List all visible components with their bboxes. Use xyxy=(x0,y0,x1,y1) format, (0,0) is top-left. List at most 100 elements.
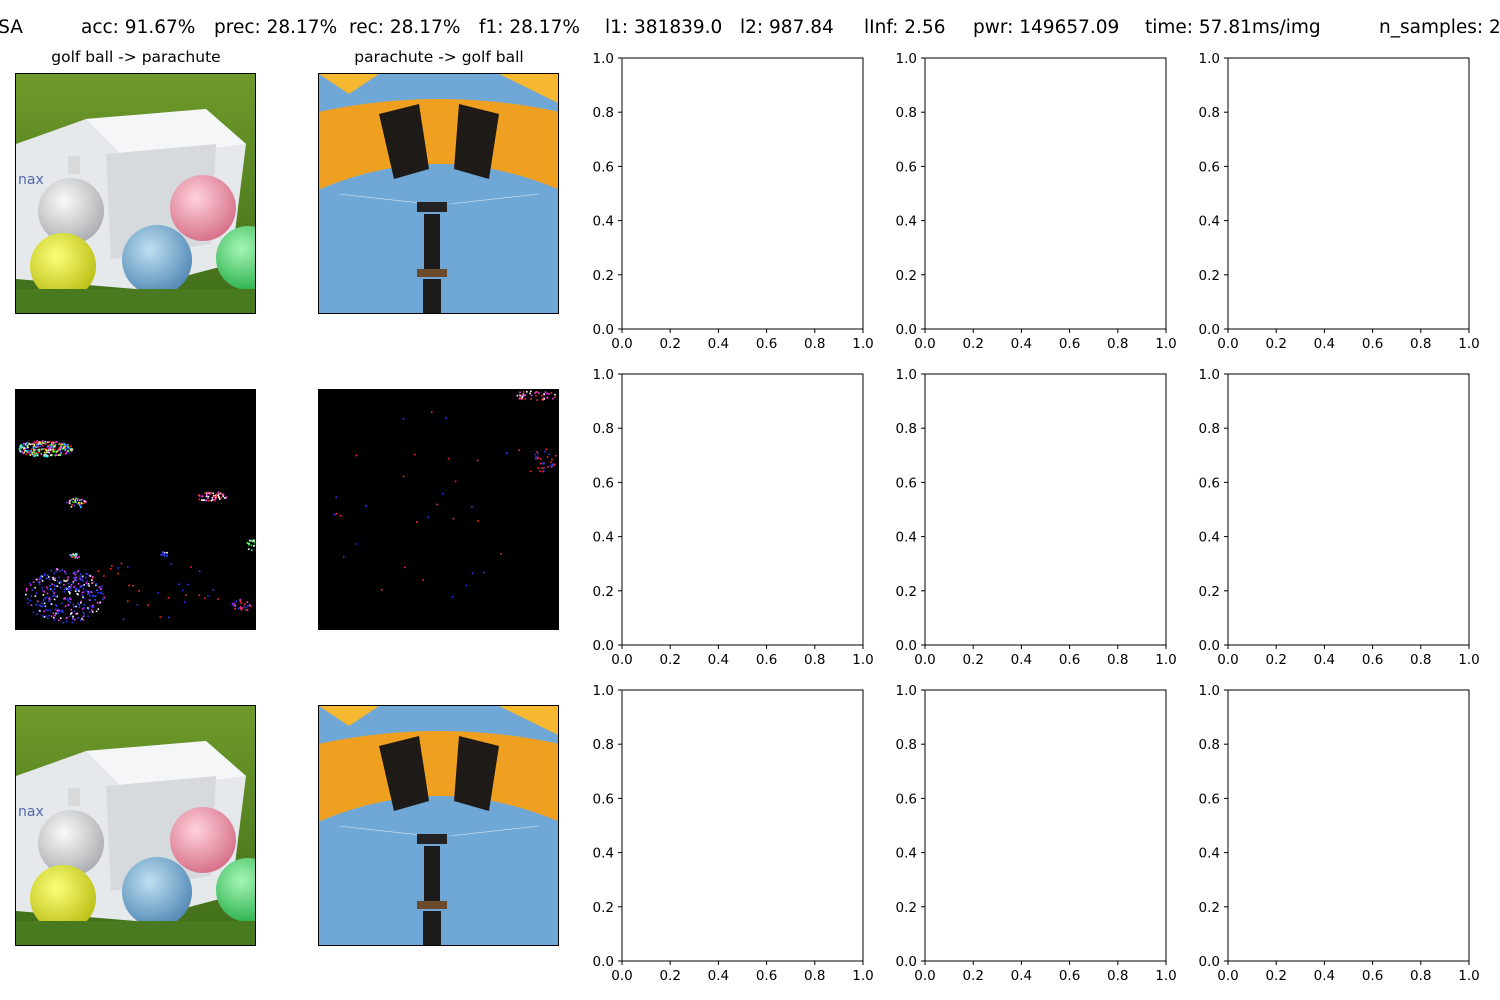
noise-pixel xyxy=(548,453,551,455)
noise-pixel xyxy=(163,555,166,557)
axes-frame xyxy=(621,689,864,962)
x-tick-label: 0.8 xyxy=(1107,968,1128,984)
noise-pixel xyxy=(147,604,149,606)
noise-pixel xyxy=(414,453,416,456)
noise-pixel xyxy=(64,597,66,599)
noise-pixel xyxy=(335,513,337,515)
noise-pixel xyxy=(72,498,75,500)
noise-pixel xyxy=(88,611,91,613)
noise-pixel xyxy=(220,496,223,499)
noise-pixel xyxy=(550,461,552,464)
noise-pixel xyxy=(240,607,242,610)
noise-pixel xyxy=(64,449,66,451)
noise-pixel xyxy=(47,455,49,457)
noise-pixel xyxy=(36,578,39,581)
noise-pixel xyxy=(73,606,75,608)
x-tick-label: 0.4 xyxy=(1011,652,1032,668)
noise-pixel xyxy=(77,593,79,596)
noise-pixel xyxy=(33,443,35,446)
noise-pixel xyxy=(210,499,213,502)
noise-pixel xyxy=(83,502,86,504)
noise-pixel xyxy=(31,451,33,454)
noise-pixel xyxy=(549,465,552,467)
noise-pixel xyxy=(53,598,56,601)
y-tick-label: 0.4 xyxy=(1199,530,1220,546)
noise-pixel xyxy=(81,594,84,597)
axes-frame xyxy=(1227,57,1470,330)
x-tick-label: 0.6 xyxy=(1059,336,1080,352)
noise-pixel xyxy=(535,394,537,397)
noise-pixel xyxy=(542,463,545,465)
x-tick-label: 0.2 xyxy=(962,336,983,352)
noise-pixel xyxy=(46,446,49,449)
noise-pixel xyxy=(170,563,172,565)
noise-pixel xyxy=(59,448,61,451)
noise-pixel xyxy=(36,443,38,445)
noise-pixel xyxy=(67,587,70,590)
y-tick-label: 1.0 xyxy=(593,51,614,67)
noise-pixel xyxy=(67,446,70,449)
noise-pixel xyxy=(542,470,544,473)
noise-pixel xyxy=(69,448,72,450)
noise-pixel xyxy=(215,496,217,499)
noise-pixel xyxy=(219,498,221,500)
noise-pixel xyxy=(91,577,94,579)
noise-pixel xyxy=(44,574,46,577)
noise-pixel xyxy=(44,440,47,443)
noise-pixel xyxy=(181,589,184,592)
noise-pixel xyxy=(81,584,84,587)
noise-pixel xyxy=(545,448,547,451)
noise-pixel xyxy=(69,592,71,595)
noise-pixel xyxy=(519,391,521,394)
noise-pixel xyxy=(53,584,56,586)
noise-pixel xyxy=(43,610,45,613)
noise-pixel xyxy=(37,581,40,584)
noise-pixel xyxy=(37,444,39,447)
noise-pixel xyxy=(178,583,180,586)
noise-pixel xyxy=(54,448,56,451)
noise-pixel xyxy=(422,579,424,581)
noise-pixel xyxy=(71,504,74,506)
noise-pixel xyxy=(67,598,69,600)
noise-pixel xyxy=(91,611,94,613)
noise-pixel xyxy=(70,506,73,508)
noise-pixel xyxy=(68,586,71,588)
golf-ball-perturbation-image xyxy=(15,389,256,630)
noise-pixel xyxy=(157,591,160,594)
noise-pixel xyxy=(66,446,69,449)
noise-pixel xyxy=(427,516,430,518)
noise-pixel xyxy=(38,448,41,451)
noise-pixel xyxy=(159,616,162,618)
noise-pixel xyxy=(234,605,236,607)
noise-pixel xyxy=(67,578,69,580)
noise-pixel xyxy=(46,592,49,595)
golf-ball-noise-icon xyxy=(16,390,255,629)
noise-pixel xyxy=(89,591,92,593)
noise-pixel xyxy=(40,578,43,581)
x-tick-label: 0.0 xyxy=(914,336,935,352)
noise-pixel xyxy=(36,446,39,449)
noise-pixel xyxy=(90,575,92,577)
noise-pixel xyxy=(29,443,32,446)
noise-pixel xyxy=(57,608,59,611)
suptitle-method: PSA xyxy=(0,17,23,38)
noise-pixel xyxy=(36,454,39,457)
noise-pixel xyxy=(57,612,60,615)
noise-pixel xyxy=(33,450,35,452)
noise-pixel xyxy=(48,451,50,454)
panel-title-parachute: parachute -> golf ball xyxy=(354,48,524,66)
noise-pixel xyxy=(42,440,44,442)
noise-pixel xyxy=(198,594,201,596)
noise-pixel xyxy=(82,588,85,590)
noise-pixel xyxy=(46,454,48,457)
noise-pixel xyxy=(29,599,31,602)
y-tick-label: 0.2 xyxy=(1199,900,1220,916)
noise-pixel xyxy=(27,598,29,600)
axes-frame xyxy=(1227,373,1470,646)
noise-pixel xyxy=(37,451,40,454)
noise-pixel xyxy=(49,449,52,451)
noise-pixel xyxy=(69,554,71,557)
noise-pixel xyxy=(80,573,82,575)
noise-pixel xyxy=(58,449,60,451)
